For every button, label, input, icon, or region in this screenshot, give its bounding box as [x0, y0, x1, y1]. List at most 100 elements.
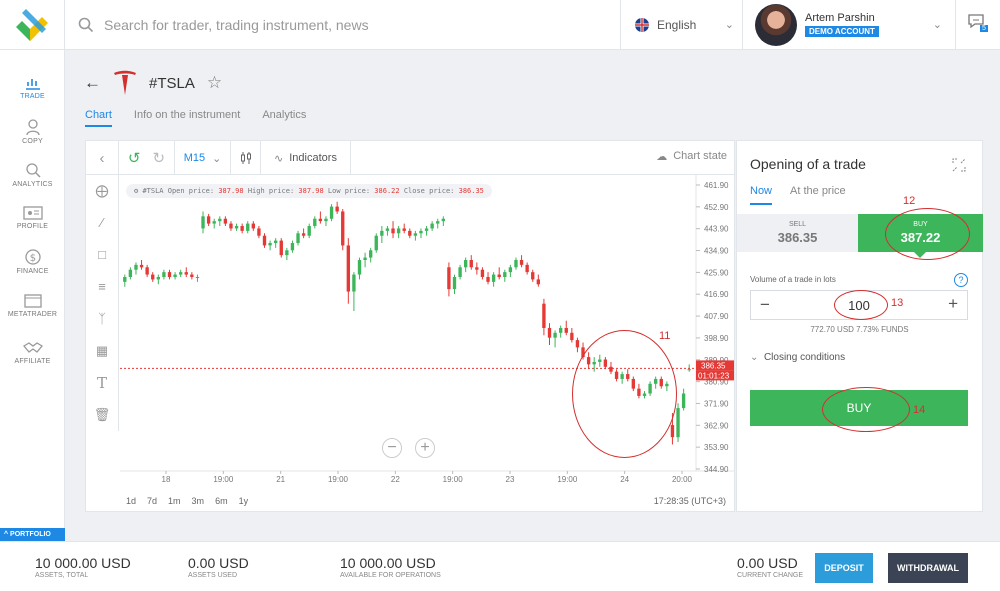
- svg-text:$: $: [29, 253, 36, 264]
- sidebar-item-analytics[interactable]: ANALYTICS: [0, 161, 65, 188]
- pitchfork-icon[interactable]: ᛉ: [98, 311, 106, 326]
- sidebar-item-finance[interactable]: $ FINANCE: [0, 248, 65, 275]
- portfolio-toggle[interactable]: ^ PORTFOLIO: [0, 528, 65, 541]
- closing-conditions-toggle[interactable]: ⌄ Closing conditions: [750, 352, 845, 363]
- search-icon: [78, 17, 94, 33]
- logo[interactable]: [0, 0, 65, 50]
- required-funds: 772.70 USD 7.73% FUNDS: [810, 325, 909, 334]
- timeframe-select[interactable]: M15 ⌄: [175, 141, 231, 175]
- copy-icon: [25, 119, 40, 136]
- chart-state-button[interactable]: ☁ Chart state: [656, 150, 727, 163]
- price-tick-label: 461.90: [704, 181, 729, 190]
- candle-body: [687, 369, 691, 371]
- price-tick-label: 443.90: [704, 225, 729, 234]
- increase-volume-button[interactable]: +: [948, 294, 958, 313]
- instrument-ticker: #TSLA: [149, 74, 195, 92]
- tab-chart[interactable]: Chart: [85, 109, 112, 127]
- candle-body: [396, 228, 401, 234]
- trash-icon[interactable]: 🗑: [93, 407, 111, 422]
- favorite-star-icon[interactable]: ☆: [206, 73, 223, 92]
- rectangle-icon[interactable]: □: [98, 247, 106, 262]
- search-input[interactable]: Search for trader, trading instrument, n…: [104, 17, 369, 33]
- candle-body: [413, 233, 418, 236]
- deposit-button[interactable]: DEPOSIT: [815, 553, 873, 583]
- language-selector[interactable]: English ⌄: [620, 0, 742, 50]
- instrument-header: ← #TSLA ☆: [84, 68, 222, 98]
- time-tick-label: 19:00: [328, 475, 349, 484]
- withdrawal-button[interactable]: WITHDRAWAL: [888, 553, 968, 583]
- period-6m[interactable]: 6m: [215, 496, 228, 506]
- tab-analytics[interactable]: Analytics: [262, 109, 307, 121]
- cloud-icon: ☁: [656, 151, 668, 163]
- redo-icon[interactable]: ↻: [152, 150, 166, 167]
- search-bar[interactable]: Search for trader, trading instrument, n…: [78, 14, 369, 36]
- current-change: 0.00 USD CURRENT CHANGE: [737, 555, 803, 579]
- candle-body: [503, 272, 507, 277]
- price-chart[interactable]: 461.90 452.90 443.90 434.90 425.90 416.90 407.…: [86, 175, 734, 487]
- tab-now[interactable]: Now: [750, 185, 773, 205]
- chat-button[interactable]: 5: [955, 0, 1000, 50]
- period-1m[interactable]: 1m: [168, 496, 181, 506]
- candle-body: [307, 226, 311, 236]
- fibonacci-icon[interactable]: ≡: [98, 279, 106, 294]
- candle-body: [369, 250, 373, 258]
- tab-info[interactable]: Info on the instrument: [133, 109, 241, 121]
- candle-body: [436, 221, 440, 224]
- sell-label: SELL: [788, 221, 807, 228]
- sidebar-item-trade[interactable]: TRADE: [0, 75, 65, 100]
- user-menu[interactable]: Artem Parshin DEMO ACCOUNT ⌄: [742, 0, 954, 50]
- candle-body: [184, 272, 188, 275]
- affiliate-icon: [22, 342, 43, 353]
- open-label: Open price:: [167, 187, 215, 195]
- candle-body: [519, 260, 524, 265]
- sidebar-item-label: FINANCE: [16, 268, 49, 275]
- collapse-panel-icon[interactable]: [952, 158, 966, 172]
- candlestick-icon: [240, 152, 251, 164]
- sidebar-item-profile[interactable]: PROFILE: [0, 205, 65, 230]
- candle-body: [469, 260, 473, 268]
- zoom-out-button[interactable]: −: [382, 438, 402, 458]
- trendline-icon[interactable]: ∕: [100, 215, 104, 230]
- indicators-icon: ∿: [274, 152, 284, 165]
- candle-body: [139, 264, 144, 268]
- tab-at-price[interactable]: At the price: [790, 185, 846, 197]
- candle-body: [167, 272, 172, 277]
- candle-body: [324, 218, 328, 222]
- period-1d[interactable]: 1d: [126, 496, 137, 506]
- back-arrow-icon[interactable]: ←: [84, 73, 101, 92]
- sidebar-item-metatrader[interactable]: METATRADER: [0, 293, 65, 318]
- period-3m[interactable]: 3m: [191, 496, 205, 506]
- help-icon[interactable]: ?: [954, 273, 968, 287]
- sell-button[interactable]: SELL 386.35: [737, 214, 858, 252]
- chevron-down-icon: ⌄: [750, 352, 759, 363]
- sidebar-item-label: AFFILIATE: [14, 358, 51, 365]
- crosshair-icon[interactable]: ⨁: [95, 183, 109, 198]
- candle-type-button[interactable]: [231, 141, 261, 175]
- pattern-icon[interactable]: ▦: [95, 343, 109, 358]
- chart-clock: 17:28:35 (UTC+3): [653, 496, 726, 506]
- sidebar-item-label: TRADE: [20, 93, 45, 100]
- decrease-volume-button[interactable]: −: [760, 295, 770, 314]
- candle-body: [419, 230, 423, 234]
- period-selector: 1d 7d 1m 3m 6m 1y: [126, 496, 248, 506]
- uk-flag-icon: [635, 18, 649, 32]
- time-tick-label: 19:00: [213, 475, 234, 484]
- candle-body: [408, 230, 412, 236]
- collapse-toolbar-button[interactable]: ‹: [86, 141, 119, 175]
- period-7d[interactable]: 7d: [147, 496, 158, 506]
- text-tool-icon[interactable]: T: [96, 374, 107, 392]
- trade-icon: [25, 79, 40, 90]
- undo-icon[interactable]: ↺: [127, 150, 141, 167]
- indicators-button[interactable]: ∿ Indicators: [261, 141, 351, 175]
- close-label: Close price:: [403, 187, 455, 195]
- period-1y[interactable]: 1y: [238, 496, 249, 506]
- sidebar-item-affiliate[interactable]: AFFILIATE: [0, 340, 65, 365]
- finance-icon: $: [24, 249, 41, 265]
- candle-body: [173, 274, 177, 277]
- sidebar-item-label: COPY: [22, 138, 43, 145]
- zoom-in-button[interactable]: +: [415, 438, 435, 458]
- candle-body: [424, 228, 429, 231]
- candle-body: [246, 223, 250, 231]
- sidebar-item-copy[interactable]: COPY: [0, 118, 65, 145]
- current-price-label: 386.35: [701, 361, 726, 370]
